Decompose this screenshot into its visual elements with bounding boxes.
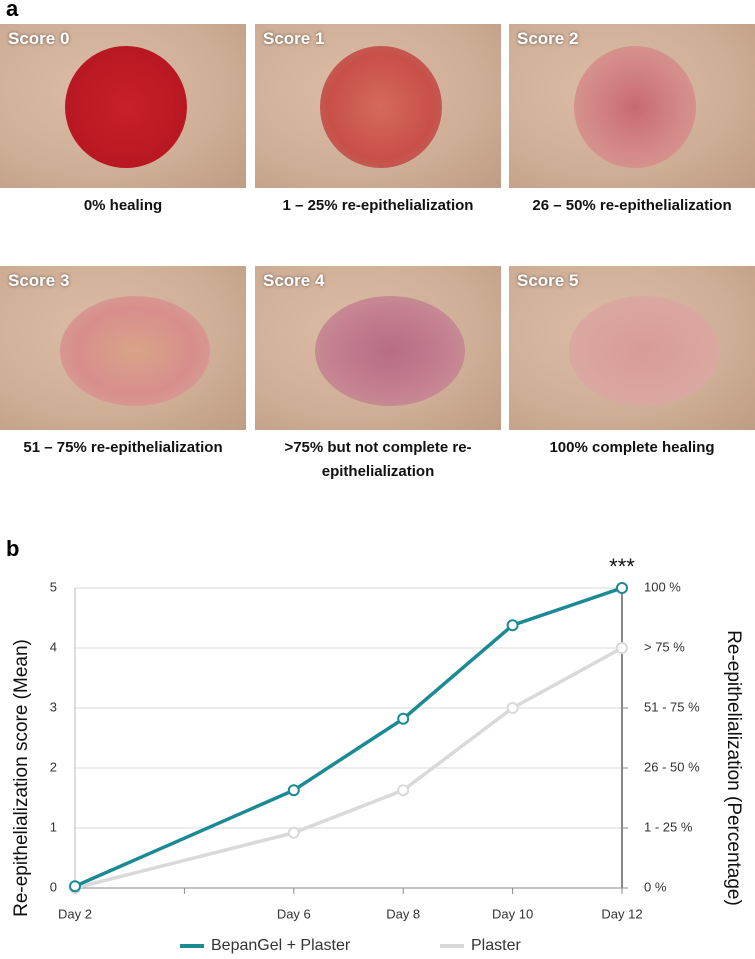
x-tick-label: Day 6 xyxy=(277,906,311,921)
point-marker xyxy=(616,642,628,654)
point-marker xyxy=(397,712,410,725)
legend-label: Plaster xyxy=(471,937,521,954)
wound-photo: Score 2 xyxy=(509,24,755,188)
series-line xyxy=(74,586,623,888)
wound-photo: Score 3 xyxy=(0,266,246,430)
y-tick-label: 0 xyxy=(50,879,57,894)
wound-photo: Score 5 xyxy=(509,266,755,430)
score-label: Score 5 xyxy=(517,271,579,290)
wound xyxy=(574,46,696,168)
wound-photo: Score 1 xyxy=(255,24,501,188)
y2-axis-title: Re-epithelialization (Percentage) xyxy=(723,630,744,906)
photo-caption: 100% complete healing xyxy=(549,439,715,456)
wound xyxy=(569,296,719,406)
wound xyxy=(65,46,187,168)
y-tick-label: 3 xyxy=(50,699,57,714)
y-tick-label: 1 xyxy=(50,819,57,834)
score-label: Score 1 xyxy=(263,29,325,48)
point-marker xyxy=(287,784,300,797)
wound xyxy=(60,296,210,406)
y2-tick-label: 100 % xyxy=(644,579,681,594)
x-tick-label: Day 12 xyxy=(601,906,642,921)
photo-caption: 51 – 75% re-epithelialization xyxy=(23,439,223,456)
x-tick-label: Day 10 xyxy=(492,906,533,921)
point-marker xyxy=(506,619,519,632)
wound-photo: Score 0 xyxy=(0,24,246,188)
x-tick-label: Day 2 xyxy=(58,906,92,921)
y-tick-label: 4 xyxy=(50,639,57,654)
legend-label: BepanGel + Plaster xyxy=(211,937,351,954)
point-marker xyxy=(397,784,410,797)
y-tick-label: 2 xyxy=(50,759,57,774)
score-label: Score 3 xyxy=(8,271,70,290)
point-marker xyxy=(69,880,81,893)
point-marker xyxy=(287,826,300,839)
wound-photo: Score 4 xyxy=(255,266,501,430)
wound xyxy=(315,296,465,406)
photo-caption: >75% but not complete re-epithelializati… xyxy=(284,439,472,480)
y2-tick-label: 1 - 25 % xyxy=(644,819,693,834)
chart: 0 1 2 3 4 5 0 % 1 - 25 % 26 - 50 % 51 - 75 % > 75 … xyxy=(11,554,744,954)
y2-tick-label: 0 % xyxy=(644,879,667,894)
panel-label: a xyxy=(6,0,19,21)
score-label: Score 0 xyxy=(8,29,70,48)
point-marker xyxy=(616,582,628,594)
y2-tick-label: > 75 % xyxy=(644,639,685,654)
photo-caption: 1 – 25% re-epithelialization xyxy=(282,197,474,214)
y2-tick-label: 51 - 75 % xyxy=(644,699,700,714)
score-label: Score 4 xyxy=(263,271,325,290)
score-label: Score 2 xyxy=(517,29,579,48)
significance: *** xyxy=(609,554,635,579)
photo-caption: 0% healing xyxy=(83,197,163,214)
y2-tick-label: 26 - 50 % xyxy=(644,759,700,774)
panel-label: b xyxy=(6,536,20,561)
photo-caption: 26 – 50% re-epithelialization xyxy=(532,197,732,214)
y-tick-label: 5 xyxy=(50,579,57,594)
point-marker xyxy=(506,702,519,714)
y-axis-title: Re-epithelialization score (Mean) xyxy=(11,639,32,917)
x-tick-label: Day 8 xyxy=(386,906,420,921)
wound xyxy=(320,46,442,168)
